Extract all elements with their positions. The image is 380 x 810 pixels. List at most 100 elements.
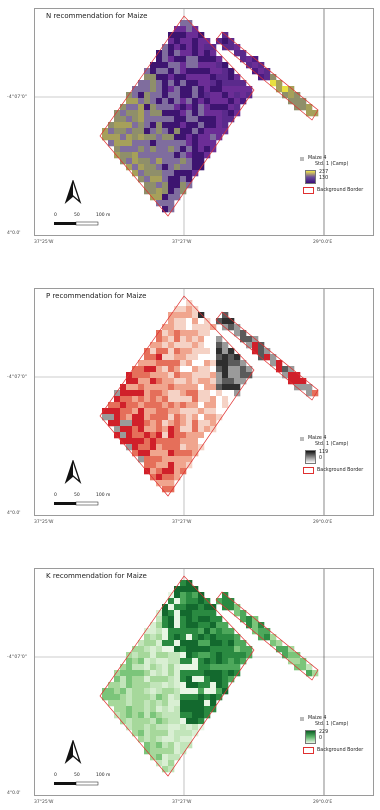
raster-cell (210, 116, 217, 123)
raster-cell (186, 592, 193, 599)
raster-cell (168, 68, 175, 75)
raster-cell (198, 694, 205, 701)
raster-cell (192, 652, 199, 659)
raster-cell (186, 324, 193, 331)
raster-cell (144, 712, 151, 719)
raster-cell (126, 158, 133, 165)
raster-cell (144, 116, 151, 123)
raster-cell (114, 396, 121, 403)
raster-cell (210, 86, 217, 93)
raster-cell (198, 670, 205, 677)
raster-cell (192, 122, 199, 129)
raster-cell (156, 474, 163, 481)
raster-cell (162, 330, 169, 337)
raster-cell (204, 110, 211, 117)
raster-cell (162, 140, 169, 147)
raster-cell (180, 324, 187, 331)
raster-cell (144, 652, 151, 659)
raster-cell (204, 342, 211, 349)
raster-cell (144, 736, 151, 743)
raster-cell (144, 86, 151, 93)
raster-cell (120, 140, 127, 147)
raster-cell (294, 104, 301, 111)
raster-cell (102, 134, 109, 141)
raster-cell (156, 194, 163, 201)
raster-cell (150, 670, 157, 677)
raster-cell (192, 324, 199, 331)
raster-cell (162, 450, 169, 457)
raster-cell (192, 372, 199, 379)
raster-cell (114, 140, 121, 147)
raster-cell (228, 658, 235, 665)
legend-square-icon (300, 157, 304, 161)
raster-cell (204, 634, 211, 641)
raster-cell (174, 176, 181, 183)
raster-cell (132, 432, 139, 439)
raster-cell (204, 122, 211, 129)
raster-cell (168, 646, 175, 653)
raster-cell (222, 670, 229, 677)
raster-cell (138, 164, 145, 171)
raster-cell (282, 366, 289, 373)
raster-cell (216, 682, 223, 689)
raster-cell (168, 128, 175, 135)
scale-tick-50: 50 (74, 493, 80, 498)
raster-cell (174, 616, 181, 623)
raster-cell (174, 26, 181, 33)
raster-cell (192, 110, 199, 117)
raster-cell (150, 164, 157, 171)
raster-cell (180, 348, 187, 355)
raster-cell (150, 468, 157, 475)
raster-cell (282, 92, 289, 99)
raster-cell (204, 92, 211, 99)
raster-cell (180, 658, 187, 665)
raster-cell (228, 318, 235, 325)
raster-cell (162, 486, 169, 493)
raster-cell (192, 676, 199, 683)
raster-cell (126, 706, 133, 713)
raster-cell (222, 38, 229, 45)
raster-cell (162, 128, 169, 135)
raster-cell (174, 56, 181, 63)
raster-cell (126, 146, 133, 153)
raster-cell (186, 300, 193, 307)
raster-cell (180, 712, 187, 719)
raster-cell (198, 318, 205, 325)
raster-cell (204, 98, 211, 105)
raster-cell (216, 658, 223, 665)
raster-cell (138, 360, 145, 367)
raster-cell (180, 98, 187, 105)
raster-cell (132, 158, 139, 165)
raster-cell (174, 146, 181, 153)
raster-cell (156, 694, 163, 701)
raster-cell (120, 718, 127, 725)
raster-cell (198, 354, 205, 361)
field-boundary (99, 15, 255, 217)
raster-cell (132, 414, 139, 421)
raster-cell (210, 426, 217, 433)
raster-cell (168, 604, 175, 611)
raster-cell (162, 426, 169, 433)
raster-cell (270, 640, 277, 647)
raster-cell (216, 92, 223, 99)
raster-cell (186, 354, 193, 361)
raster-cell (162, 432, 169, 439)
raster-cell (174, 306, 181, 313)
raster-cell (156, 200, 163, 207)
raster-cell (192, 586, 199, 593)
raster-cell (222, 402, 229, 409)
corner-coordinate-label: 4°0.0' (7, 231, 21, 236)
raster-cell (240, 80, 247, 87)
raster-cell (126, 682, 133, 689)
raster-cell (204, 640, 211, 647)
raster-cell (306, 384, 313, 391)
raster-cell (162, 604, 169, 611)
raster-cell (198, 658, 205, 665)
raster-cell (222, 664, 229, 671)
raster-cell (174, 324, 181, 331)
raster-cell (150, 80, 157, 87)
raster-cell (144, 164, 151, 171)
raster-cell (216, 628, 223, 635)
raster-cell (156, 610, 163, 617)
raster-cell (240, 646, 247, 653)
